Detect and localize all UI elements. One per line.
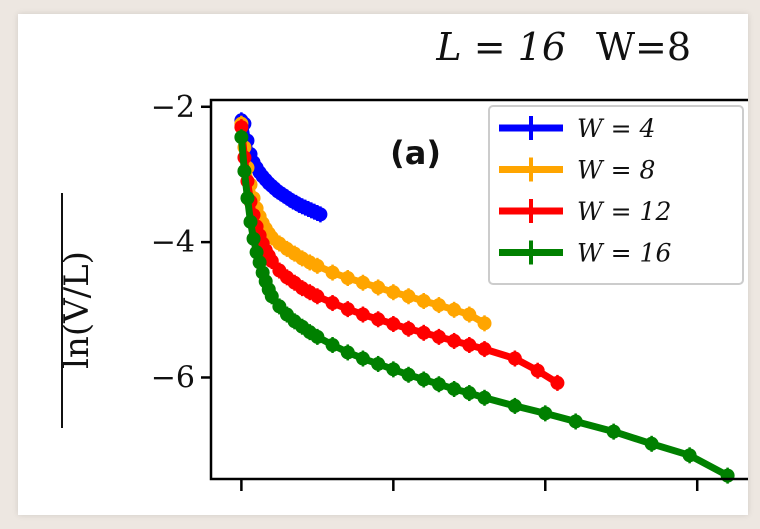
data-point xyxy=(310,329,325,344)
data-point xyxy=(447,381,462,396)
y-axis-label: ln(V/L) xyxy=(57,251,97,369)
data-point xyxy=(243,214,258,229)
data-point xyxy=(340,345,355,360)
series-4 xyxy=(234,129,735,484)
data-point xyxy=(371,312,386,327)
data-point xyxy=(246,231,261,246)
chart-title-extra: W=8 xyxy=(596,25,691,69)
legend: W = 4 W = 8 W = 12 W = 16 xyxy=(488,105,744,285)
data-point xyxy=(431,329,446,344)
data-point xyxy=(401,289,416,304)
data-point xyxy=(477,316,492,331)
y-ticks: −2 −4 −6 xyxy=(151,90,211,395)
data-point xyxy=(355,307,370,322)
panel-label: (a) xyxy=(390,134,441,172)
data-point xyxy=(644,436,659,451)
figure: L = 16 W=8 ln(V/L) −2 −4 −6 (a) W = 4 W = 8… xyxy=(18,14,748,515)
data-point xyxy=(477,390,492,405)
data-point xyxy=(431,377,446,392)
x-ticks xyxy=(240,479,699,491)
series-3 xyxy=(234,119,565,391)
data-point xyxy=(538,406,553,421)
data-point xyxy=(550,375,565,390)
data-point xyxy=(462,307,477,322)
data-point xyxy=(568,414,583,429)
data-point xyxy=(462,337,477,352)
data-point xyxy=(340,302,355,317)
data-point xyxy=(264,254,279,269)
data-point xyxy=(447,302,462,317)
data-point xyxy=(606,424,621,439)
chart: L = 16 W=8 ln(V/L) −2 −4 −6 (a) W = 4 W = 8… xyxy=(57,25,748,491)
data-point xyxy=(416,372,431,387)
legend-entry-label: W = 16 xyxy=(577,239,671,268)
data-point xyxy=(325,337,340,352)
data-point xyxy=(234,130,249,145)
data-point xyxy=(386,362,401,377)
data-point xyxy=(310,289,325,304)
data-point xyxy=(447,333,462,348)
data-point xyxy=(416,294,431,309)
data-point xyxy=(462,386,477,401)
plot-area xyxy=(234,112,735,484)
data-point xyxy=(310,258,325,273)
data-point xyxy=(340,270,355,285)
chart-title-math: L = 16 xyxy=(435,25,566,69)
data-point xyxy=(386,317,401,332)
legend-entry-label: W = 12 xyxy=(577,197,671,226)
data-point xyxy=(325,296,340,311)
data-point xyxy=(507,398,522,413)
data-point xyxy=(416,325,431,340)
data-point xyxy=(313,207,328,222)
y-tick-label: −2 xyxy=(151,90,195,125)
data-point xyxy=(240,191,255,206)
legend-entry-label: W = 4 xyxy=(577,114,655,143)
y-tick-label: −6 xyxy=(151,360,195,395)
legend-entry-label: W = 8 xyxy=(577,156,655,185)
data-point xyxy=(264,289,279,304)
axes-frame xyxy=(209,98,748,481)
data-point xyxy=(355,275,370,290)
y-tick-label: −4 xyxy=(151,225,195,260)
data-point xyxy=(401,321,416,336)
data-point xyxy=(507,351,522,366)
data-point xyxy=(720,468,735,483)
data-point xyxy=(325,265,340,280)
data-point xyxy=(431,298,446,313)
data-point xyxy=(401,367,416,382)
data-point xyxy=(355,351,370,366)
data-point xyxy=(371,280,386,295)
legend-box xyxy=(488,105,744,285)
data-point xyxy=(530,363,545,378)
data-point xyxy=(682,448,697,463)
data-point xyxy=(237,164,252,179)
data-point xyxy=(371,356,386,371)
data-point xyxy=(234,120,249,135)
data-point xyxy=(386,285,401,300)
data-point xyxy=(477,342,492,357)
